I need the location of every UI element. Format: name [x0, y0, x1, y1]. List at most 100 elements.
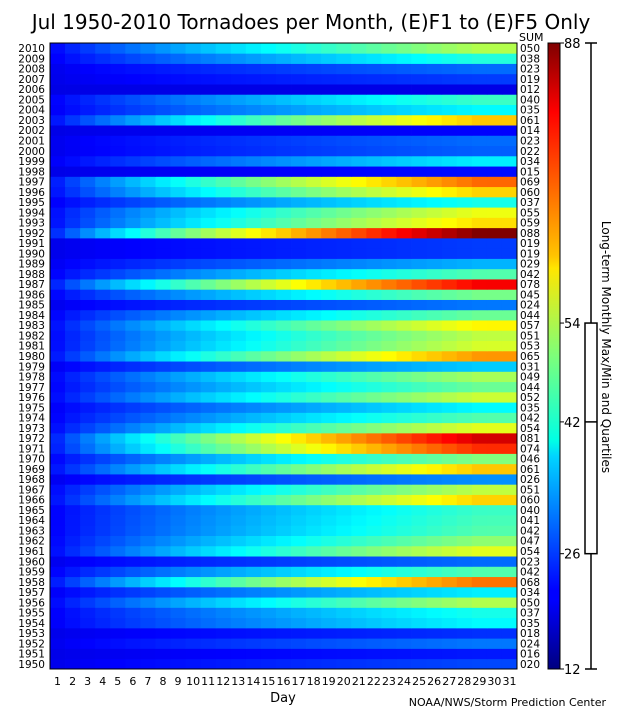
heatmap-cell [441, 648, 458, 660]
heatmap-cell [155, 289, 171, 300]
heatmap-cell [230, 638, 247, 649]
heatmap-cell [411, 279, 428, 290]
heatmap-cell [110, 361, 126, 372]
heatmap-cell [50, 576, 66, 588]
heatmap-cell [471, 186, 488, 198]
heatmap-cell [336, 248, 352, 259]
heatmap-cell [215, 371, 232, 383]
heatmap-cell [275, 94, 292, 105]
heatmap-cell [110, 289, 126, 300]
heatmap-cell [230, 125, 247, 136]
heatmap-cell [200, 73, 217, 85]
heatmap-cell [396, 248, 412, 259]
heatmap-cell [170, 402, 186, 413]
heatmap-cell [291, 186, 307, 198]
heatmap-cell [501, 484, 518, 495]
sum-tick-label: 019 [520, 238, 540, 250]
heatmap-cell [306, 125, 322, 136]
heatmap-cell [275, 227, 292, 239]
heatmap-cell [366, 402, 382, 413]
heatmap-cell [245, 443, 262, 454]
heatmap-cell [321, 402, 337, 413]
heatmap-cell [456, 84, 473, 95]
heatmap-cell [260, 207, 277, 218]
heatmap-cell [140, 176, 156, 188]
heatmap-cell [321, 53, 337, 64]
heatmap-cell [50, 597, 66, 608]
heatmap-cell [321, 125, 337, 136]
heatmap-cell [95, 125, 111, 136]
heatmap-cell [441, 155, 458, 167]
heatmap-cell [336, 94, 352, 105]
heatmap-cell [396, 94, 412, 105]
heatmap-cell [125, 566, 141, 578]
heatmap-cell [245, 330, 262, 341]
heatmap-cell [336, 135, 352, 147]
heatmap-cell [351, 453, 367, 465]
heatmap-cell [291, 279, 307, 290]
heatmap-cell [411, 166, 428, 177]
heatmap-cell [396, 422, 412, 434]
heatmap-cell [471, 114, 488, 126]
heatmap-cell [426, 504, 443, 516]
heatmap-cell [456, 597, 473, 608]
heatmap-cell [65, 494, 81, 506]
heatmap-cell [306, 299, 322, 311]
heatmap-cell [140, 186, 156, 198]
heatmap-cell [411, 432, 428, 444]
heatmap-cell [291, 484, 307, 495]
heatmap-cell [170, 566, 186, 578]
heatmap-cell [80, 155, 96, 167]
heatmap-cell [125, 84, 141, 95]
heatmap-cell [215, 422, 232, 434]
heatmap-cell [140, 474, 156, 485]
heatmap-cell [426, 299, 443, 311]
heatmap-cell [260, 525, 277, 536]
heatmap-cell [170, 135, 186, 147]
heatmap-cell [170, 586, 186, 598]
heatmap-cell [381, 145, 397, 157]
heatmap-cell [306, 658, 322, 670]
heatmap-cell [80, 94, 96, 105]
heatmap-cell [80, 268, 96, 280]
heatmap-cell [50, 176, 66, 188]
heatmap-cell [260, 545, 277, 557]
heatmap-cell [95, 227, 111, 239]
heatmap-cell [260, 597, 277, 608]
heatmap-cell [441, 63, 458, 75]
heatmap-cell [95, 176, 111, 188]
heatmap-cell [411, 186, 428, 198]
heatmap-cell [125, 43, 141, 54]
heatmap-cell [336, 166, 352, 177]
heatmap-cell [275, 43, 292, 54]
heatmap-cell [426, 371, 443, 383]
heatmap-cell [125, 556, 141, 567]
heatmap-cell [275, 104, 292, 116]
heatmap-cell [441, 586, 458, 598]
heatmap-cell [200, 422, 217, 434]
heatmap-cell [80, 484, 96, 495]
heatmap-cell [95, 391, 111, 403]
heatmap-cell [170, 196, 186, 208]
heatmap-cell [456, 556, 473, 567]
heatmap-cell [321, 340, 337, 352]
heatmap-cell [441, 443, 458, 454]
heatmap-cell [260, 402, 277, 413]
heatmap-cell [185, 525, 202, 536]
heatmap-cell [170, 53, 186, 64]
heatmap-cell [426, 556, 443, 567]
heatmap-cell [426, 227, 443, 239]
heatmap-cell [471, 330, 488, 341]
heatmap-cell [95, 289, 111, 300]
heatmap-cell [80, 361, 96, 372]
heatmap-cell [275, 627, 292, 639]
heatmap-cell [200, 340, 217, 352]
heatmap-cell [275, 155, 292, 167]
heatmap-cell [140, 535, 156, 547]
heatmap-cell [366, 607, 382, 619]
heatmap-cell [336, 320, 352, 331]
heatmap-cell [501, 237, 518, 249]
heatmap-cell [471, 73, 488, 85]
heatmap-cell [411, 63, 428, 75]
heatmap-cell [215, 135, 232, 147]
